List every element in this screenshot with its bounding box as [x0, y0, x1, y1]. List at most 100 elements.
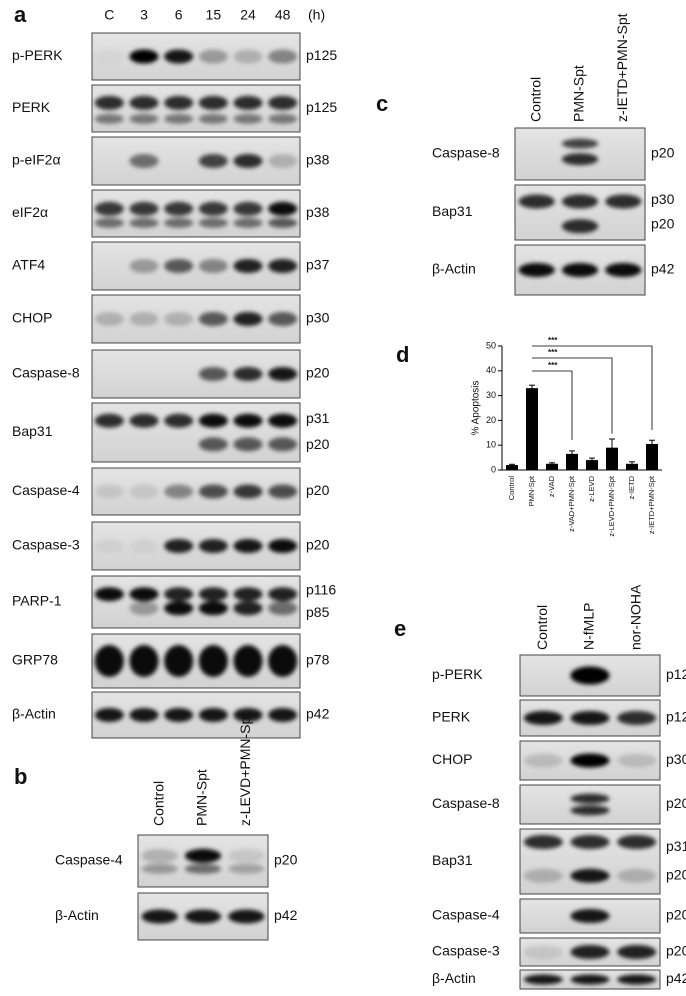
significance-bracket — [532, 370, 573, 440]
band — [198, 312, 228, 326]
bar — [506, 465, 518, 470]
band — [268, 539, 298, 553]
band — [184, 909, 222, 924]
band — [198, 484, 228, 499]
band — [233, 154, 263, 168]
blot-label: PARP-1 — [12, 593, 62, 609]
x-tick-label: Control — [507, 476, 516, 501]
band — [164, 113, 194, 124]
band — [198, 708, 228, 722]
band — [198, 367, 228, 381]
blot-frame — [91, 84, 301, 133]
band — [198, 601, 228, 616]
blot-bands — [94, 587, 298, 616]
x-tick-label: z-LEVD+PMN-Spt — [607, 475, 616, 537]
blot-label: Bap31 — [432, 852, 473, 868]
blot-bands — [523, 974, 657, 985]
band — [129, 587, 159, 602]
band — [164, 645, 194, 677]
band — [268, 484, 298, 499]
marker-label: p42 — [651, 261, 675, 277]
band — [268, 95, 298, 110]
band — [233, 587, 263, 602]
bar — [606, 447, 618, 470]
lane-label: Control — [534, 605, 550, 650]
lane-label: N-fMLP — [581, 603, 597, 650]
x-tick-label: z-IETD+PMN-Spt — [647, 475, 656, 534]
blot-bands — [141, 848, 265, 874]
lane-label: PMN-Spt — [571, 65, 587, 122]
band — [268, 601, 298, 616]
band — [94, 201, 124, 216]
band — [129, 645, 159, 677]
lane-label: 6 — [175, 7, 183, 23]
band — [198, 154, 228, 168]
x-tick-label: PMN-Spt — [527, 475, 536, 506]
marker-label: p30 — [666, 751, 686, 767]
band — [129, 201, 159, 216]
band — [570, 868, 610, 883]
band — [518, 194, 555, 209]
band — [268, 201, 298, 216]
bar — [626, 463, 638, 470]
marker-label: p85 — [306, 604, 330, 620]
marker-label: p31 — [306, 410, 330, 426]
lane-label: C — [104, 7, 114, 23]
blot-label: PERK — [432, 709, 471, 725]
blot-frame — [91, 691, 301, 739]
band — [198, 259, 228, 273]
band — [94, 217, 124, 228]
significance-bracket — [532, 345, 653, 430]
band — [94, 413, 124, 428]
marker-label: p20 — [306, 436, 330, 452]
bar — [546, 463, 558, 470]
y-tick-label: 30 — [486, 390, 496, 400]
band — [233, 49, 263, 64]
marker-label: p20 — [666, 907, 686, 923]
band — [184, 863, 222, 874]
band — [164, 601, 194, 616]
blot-label: GRP78 — [12, 652, 58, 668]
lane-label: PMN-Spt — [194, 769, 210, 826]
y-tick-label: 20 — [486, 415, 496, 425]
band — [129, 539, 159, 553]
band — [228, 863, 265, 874]
band — [268, 645, 298, 677]
blot-label: β-Actin — [12, 706, 56, 722]
blot-bands — [570, 666, 610, 685]
band — [268, 708, 298, 722]
blot-bands — [523, 835, 657, 883]
blot-frame — [91, 241, 301, 291]
band — [561, 219, 599, 234]
x-tick-label: z-VAD+PMN-Spt — [567, 475, 576, 532]
band — [198, 437, 228, 452]
band — [233, 601, 263, 616]
band — [198, 645, 228, 677]
band — [94, 708, 124, 722]
band — [617, 974, 657, 985]
lane-label: Control — [150, 781, 166, 826]
blot-bands — [570, 793, 610, 816]
band — [129, 113, 159, 124]
band — [164, 413, 194, 428]
significance-bracket — [532, 357, 613, 434]
blot-bands — [523, 711, 657, 725]
blot-bands — [129, 259, 298, 273]
band — [523, 753, 563, 768]
blot-bands — [94, 484, 298, 499]
blot-label: eIF2α — [12, 204, 48, 220]
bar — [586, 460, 598, 470]
blot-frame — [91, 633, 301, 689]
blot-label: β-Actin — [55, 907, 99, 923]
y-tick-label: 40 — [486, 365, 496, 375]
panel-label: a — [14, 2, 27, 27]
marker-label: p125 — [666, 666, 686, 682]
band — [561, 138, 599, 149]
lane-label: z-IETD+PMN-Spt — [614, 13, 630, 122]
band — [617, 711, 657, 725]
band — [570, 805, 610, 816]
blot-label: p-PERK — [12, 47, 63, 63]
band — [164, 708, 194, 722]
band — [617, 945, 657, 959]
band — [198, 49, 228, 64]
